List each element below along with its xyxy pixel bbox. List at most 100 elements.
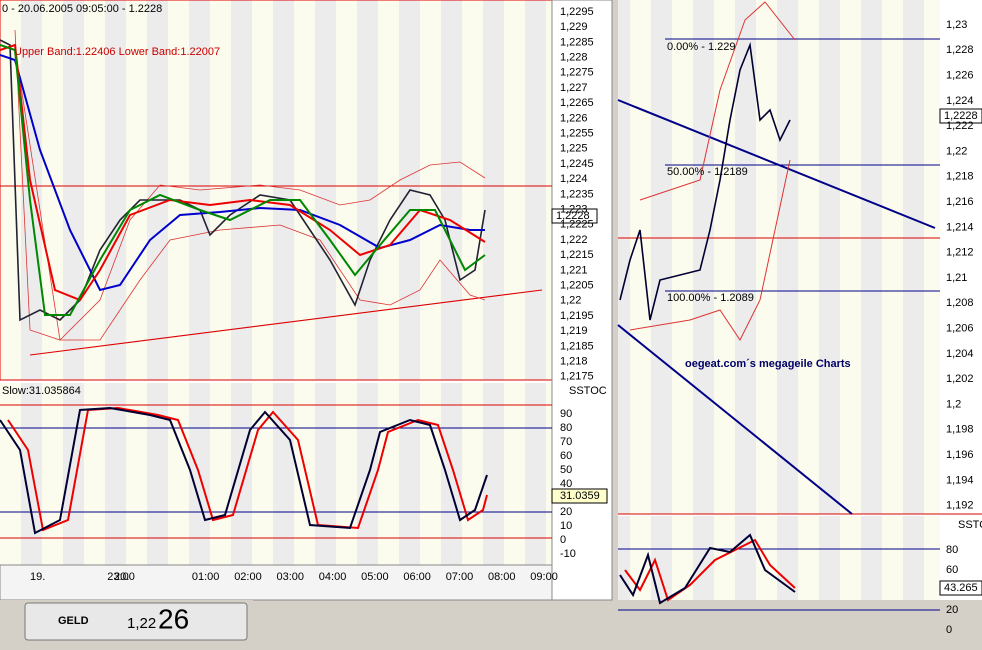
- stoch-axis-label: 50: [560, 464, 572, 476]
- price-axis-label: 1,2245: [560, 158, 594, 170]
- time-axis-label: 20.: [114, 571, 129, 583]
- time-axis-label: 07:00: [446, 571, 474, 583]
- stoch-axis-label: 80: [560, 422, 572, 434]
- current-price: 1,2228: [944, 110, 978, 122]
- stoch-axis-label: 90: [560, 408, 572, 420]
- stoch-current: 31.0359: [560, 490, 600, 502]
- price-axis-label: 1,225: [560, 143, 588, 155]
- price-axis-label: 1,218: [560, 356, 588, 368]
- time-axis-label: 23:00: [107, 571, 135, 583]
- quote-button[interactable]: [24, 602, 248, 641]
- stoch-lines: [0, 404, 552, 539]
- price-axis-label: 1,221: [560, 264, 588, 276]
- time-axis-label: 06:00: [403, 571, 431, 583]
- price-axis-label: 1,214: [946, 221, 974, 233]
- price-axis-label: 1,196: [946, 449, 974, 461]
- price-axis-label: 1,2175: [560, 371, 594, 383]
- time-axis-label: 08:00: [488, 571, 516, 583]
- stoch-axis-label: 60: [946, 564, 958, 576]
- stoch-axis-label: 20: [946, 604, 958, 616]
- price-axis-label: 1,219: [560, 325, 588, 337]
- time-panel: [0, 564, 553, 601]
- price-axis-label: 1,2295: [560, 6, 594, 18]
- price-axis-label: 1,204: [946, 348, 974, 360]
- stoch-axis-label: 10: [560, 520, 572, 532]
- stoch-label: Slow:31.035864: [2, 385, 81, 397]
- price-axis-label: 1,2185: [560, 340, 594, 352]
- stoch-axis-label: 60: [560, 450, 572, 462]
- stoch-axis-label: 20: [560, 506, 572, 518]
- time-axis-label: 04:00: [319, 571, 347, 583]
- quote-label: GELD: [58, 615, 89, 627]
- price-axis-label: 1,229: [560, 21, 588, 33]
- stoch-axis-label: 0: [946, 624, 952, 636]
- time-axis-label: 03:00: [277, 571, 305, 583]
- right-price-panel: [618, 0, 940, 514]
- quote-pips: 26: [158, 603, 189, 634]
- stoch-panel: [0, 383, 552, 565]
- stoch-axis-label: 80: [946, 544, 958, 556]
- price-marker: [939, 108, 982, 124]
- price-axis-label: 1,227: [560, 82, 588, 94]
- price-axis-label: 1,208: [946, 297, 974, 309]
- price-axis-label: 1,206: [946, 323, 974, 335]
- price-axis-label: 1,2: [946, 398, 961, 410]
- price-axis-label: 1,2285: [560, 36, 594, 48]
- price-axis-label: 1,226: [946, 70, 974, 82]
- price-axis-label: 1,222: [946, 120, 974, 132]
- price-axis-label: 1,202: [946, 373, 974, 385]
- price-axis-label: 1,223: [560, 204, 588, 216]
- price-axis-label: 1,228: [946, 44, 974, 56]
- price-axis-label: 1,23: [946, 19, 967, 31]
- price-lines: [0, 29, 552, 356]
- price-axis-label: 1,2215: [560, 249, 594, 261]
- chart-header: 0 - 20.06.2005 09:05:00 - 1.2228: [2, 3, 162, 15]
- time-axis-label: 01:00: [192, 571, 220, 583]
- price-axis-label: 1,192: [946, 500, 974, 512]
- price-axis-label: 1,224: [560, 173, 588, 185]
- stoch-axis-label: 0: [560, 534, 566, 546]
- price-axis-label: 1,198: [946, 424, 974, 436]
- stoch-marker: [939, 580, 982, 596]
- price-panel: [0, 0, 553, 381]
- stoch-marker: [551, 488, 608, 504]
- time-axis-label: 19.: [30, 571, 45, 583]
- fib-label: 100.00% - 1.2089: [667, 292, 754, 304]
- stoch-title: SSTOC: [958, 519, 982, 531]
- price-axis-label: 1,2265: [560, 97, 594, 109]
- stoch-title: SSTOC: [569, 385, 607, 397]
- time-axis-label: 02:00: [234, 571, 262, 583]
- fib-label: 0.00% - 1.229: [667, 41, 736, 53]
- stoch-axis-label: 70: [560, 436, 572, 448]
- right-stoch-panel: [618, 516, 940, 600]
- stoch-axis-label: 40: [560, 478, 572, 490]
- price-axis-label: 1,226: [560, 112, 588, 124]
- price-axis-label: 1,21: [946, 272, 967, 284]
- price-axis-label: 1,22: [560, 295, 581, 307]
- price-axis-label: 1,2195: [560, 310, 594, 322]
- price-axis-label: 1,22: [946, 145, 967, 157]
- stoch-axis-label: -10: [560, 548, 576, 560]
- time-axis-label: 05:00: [361, 571, 389, 583]
- price-axis-label: 1,212: [946, 247, 974, 259]
- price-axis-label: 1,2235: [560, 188, 594, 200]
- price-marker: [551, 208, 598, 224]
- time-axis-label: 09:00: [530, 571, 558, 583]
- watermark: oegeat.com´s megageile Charts: [685, 358, 851, 370]
- price-axis-label: 1,2225: [560, 219, 594, 231]
- bollinger-label: Upper Band:1.22406 Lower Band:1.22007: [14, 46, 220, 58]
- price-axis-label: 1,222: [560, 234, 588, 246]
- price-axis-label: 1,228: [560, 52, 588, 64]
- price-axis-label: 1,2255: [560, 128, 594, 140]
- price-axis-label: 1,194: [946, 474, 974, 486]
- price-axis-label: 1,2205: [560, 280, 594, 292]
- price-axis-label: 1,216: [946, 196, 974, 208]
- price-axis-label: 1,218: [946, 171, 974, 183]
- price-axis-label: 1,2275: [560, 67, 594, 79]
- right-lines: [617, 1, 982, 611]
- current-price: 1,2228: [556, 210, 590, 222]
- fib-label: 50.00% - 1.2189: [667, 166, 748, 178]
- stoch-current: 43.265: [944, 582, 978, 594]
- price-axis-label: 1,224: [946, 95, 974, 107]
